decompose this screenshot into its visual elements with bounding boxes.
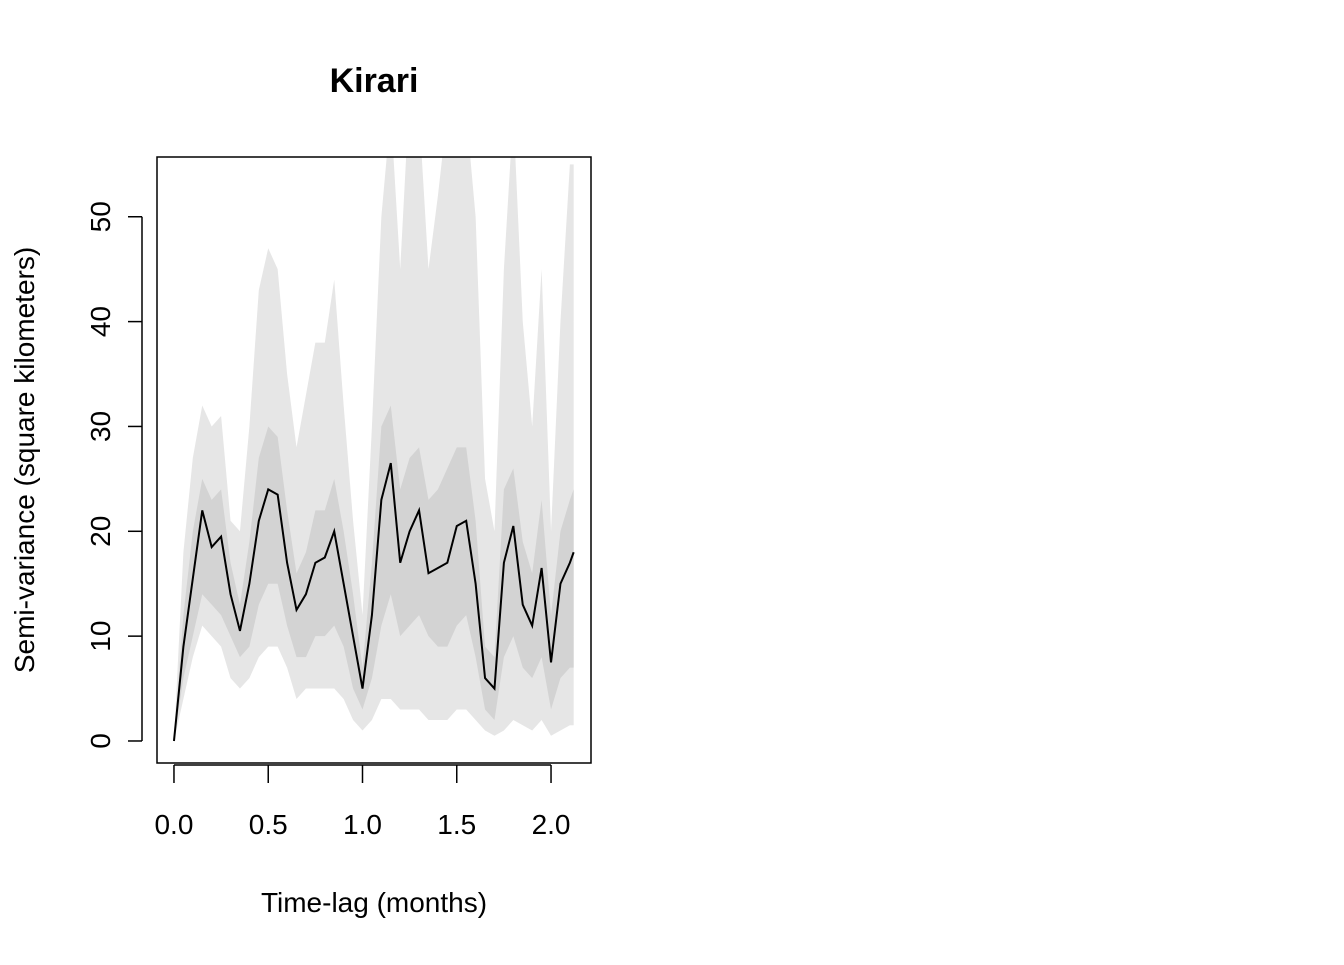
x-axis-title: Time-lag (months) (261, 887, 487, 918)
y-tick-label: 0 (85, 733, 116, 749)
plot-frame (156, 156, 592, 764)
y-tick-label: 50 (85, 201, 116, 232)
plot-area (172, 157, 575, 742)
chart-title: Kirari (330, 62, 419, 100)
y-tick-label: 30 (85, 411, 116, 442)
x-tick-label: 1.5 (437, 809, 476, 840)
x-tick-label: 0.5 (249, 809, 288, 840)
y-tick-label: 20 (85, 516, 116, 547)
y-tick-label: 40 (85, 306, 116, 337)
x-tick-label: 2.0 (532, 809, 571, 840)
y-tick-label: 10 (85, 621, 116, 652)
semivariance-line (172, 462, 575, 742)
confidence-band (173, 405, 574, 741)
x-tick-label: 1.0 (343, 809, 382, 840)
y-axis-title: Semi-variance (square kilometers) (9, 247, 40, 673)
x-tick-label: 0.0 (154, 809, 193, 840)
